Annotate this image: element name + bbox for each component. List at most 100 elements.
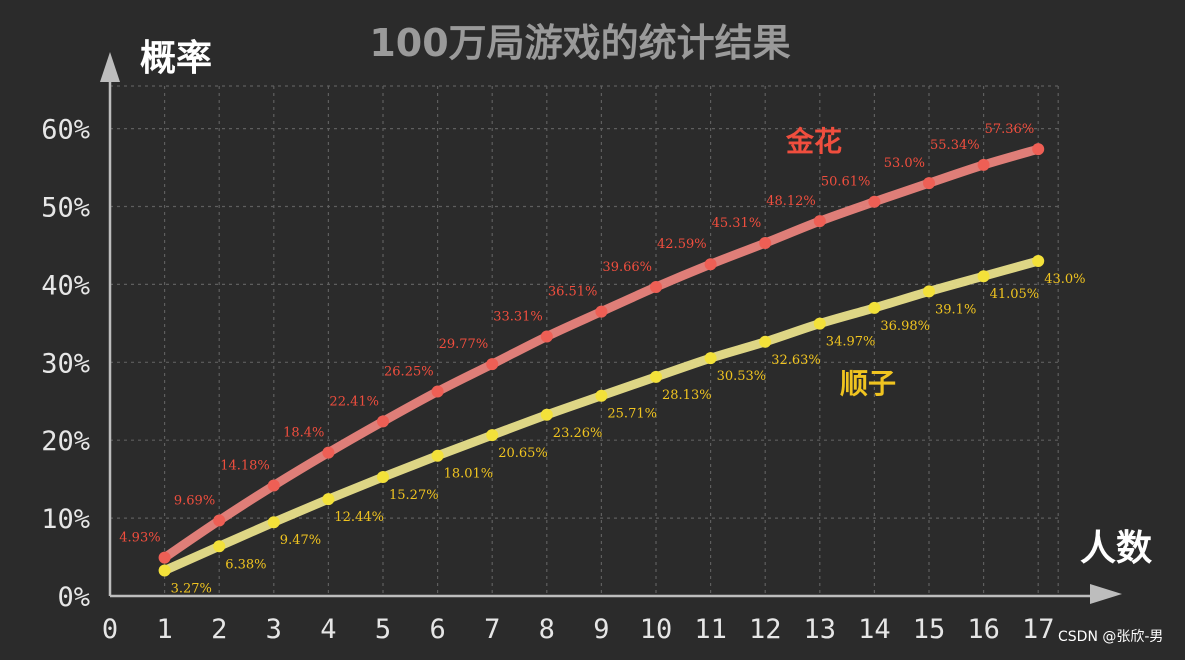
data-point-jinhua — [540, 330, 553, 343]
data-label-shunzi: 6.38% — [225, 557, 266, 572]
y-tick-label: 30% — [41, 348, 90, 379]
y-axis-title: 概率 — [140, 38, 212, 79]
data-label-jinhua: 39.66% — [602, 260, 652, 275]
data-label-shunzi: 36.98% — [880, 319, 930, 334]
x-axis-arrow — [1090, 584, 1122, 604]
data-point-shunzi — [923, 285, 935, 298]
data-point-shunzi — [486, 429, 499, 442]
x-tick-label: 8 — [539, 614, 555, 645]
data-point-shunzi — [1032, 255, 1045, 268]
data-label-shunzi: 39.1% — [935, 302, 976, 317]
data-label-shunzi: 18.01% — [444, 467, 494, 482]
data-point-jinhua — [759, 237, 772, 250]
data-label-jinhua: 36.51% — [548, 285, 598, 300]
data-label-jinhua: 57.36% — [985, 122, 1035, 137]
data-label-shunzi: 23.26% — [553, 426, 603, 441]
x-tick-label: 16 — [967, 614, 1000, 645]
x-tick-label: 10 — [640, 614, 673, 645]
data-label-jinhua: 4.93% — [119, 531, 160, 546]
data-label-jinhua: 42.59% — [657, 237, 707, 252]
data-point-jinhua — [1032, 143, 1045, 156]
data-point-jinhua — [704, 258, 717, 271]
y-tick-label: 60% — [41, 115, 90, 146]
data-point-jinhua — [377, 415, 389, 428]
data-point-shunzi — [213, 540, 226, 553]
data-point-shunzi — [759, 335, 772, 348]
y-tick-label: 50% — [41, 193, 90, 224]
data-label-jinhua: 22.41% — [329, 394, 379, 409]
data-label-jinhua: 26.25% — [384, 365, 434, 380]
data-point-shunzi — [322, 493, 335, 506]
x-tick-label: 4 — [320, 614, 336, 645]
data-point-shunzi — [540, 408, 553, 421]
x-axis-title: 人数 — [1080, 528, 1152, 569]
data-label-jinhua: 55.34% — [930, 138, 980, 153]
y-tick-label: 20% — [41, 426, 90, 457]
data-label-shunzi: 30.53% — [717, 369, 767, 384]
data-point-jinhua — [213, 514, 226, 527]
data-label-jinhua: 29.77% — [439, 337, 489, 352]
data-label-shunzi: 3.27% — [171, 582, 212, 597]
data-label-shunzi: 15.27% — [389, 488, 439, 503]
data-point-jinhua — [158, 551, 171, 564]
x-tick-label: 14 — [858, 614, 891, 645]
x-tick-label: 2 — [211, 614, 227, 645]
watermark: CSDN @张欣-男 — [1058, 629, 1163, 645]
x-tick-label: 5 — [375, 614, 391, 645]
chart-title: 100万局游戏的统计结果 — [369, 21, 790, 65]
axes — [100, 52, 1122, 604]
data-point-shunzi — [267, 516, 280, 529]
data-label-shunzi: 34.97% — [826, 335, 876, 350]
data-point-jinhua — [595, 305, 608, 318]
data-label-jinhua: 14.18% — [220, 459, 270, 474]
data-label-shunzi: 20.65% — [498, 446, 548, 461]
y-tick-label: 0% — [57, 582, 90, 613]
data-point-shunzi — [650, 370, 662, 383]
data-point-jinhua — [650, 281, 662, 294]
data-label-jinhua: 33.31% — [493, 310, 543, 325]
data-label-shunzi: 25.71% — [607, 407, 657, 422]
data-point-jinhua — [267, 479, 280, 492]
data-label-jinhua: 50.61% — [821, 175, 871, 190]
data-point-jinhua — [813, 215, 826, 228]
x-tick-label: 0 — [102, 614, 118, 645]
data-label-jinhua: 45.31% — [712, 216, 762, 231]
data-point-jinhua — [322, 446, 335, 459]
data-point-jinhua — [923, 177, 935, 190]
x-tick-label: 9 — [593, 614, 609, 645]
data-label-shunzi: 28.13% — [662, 388, 712, 403]
x-tick-label: 3 — [266, 614, 282, 645]
tick-labels: 0%10%20%30%40%50%60%0 1 2 3 4 5 6 7 8 9 10 11 12 13 14… — [41, 115, 1054, 645]
x-tick-label: 1 — [156, 614, 172, 645]
data-label-shunzi: 9.47% — [280, 533, 321, 548]
series-label-shunzi: 顺子 — [840, 367, 896, 400]
y-tick-label: 10% — [41, 504, 90, 535]
series — [158, 143, 1045, 577]
data-label-shunzi: 32.63% — [771, 353, 821, 368]
x-tick-label: 12 — [749, 614, 782, 645]
data-label-shunzi: 41.05% — [990, 287, 1040, 302]
data-labels: 4.93% 9.69% 14.18% 18.4% 22.41% 26.25% 29.77% 3… — [119, 122, 1085, 596]
data-point-jinhua — [486, 358, 499, 371]
data-point-shunzi — [158, 564, 171, 577]
data-label-jinhua: 9.69% — [174, 494, 215, 509]
x-tick-label: 6 — [429, 614, 445, 645]
x-tick-label: 17 — [1022, 614, 1055, 645]
data-point-shunzi — [377, 471, 389, 484]
x-tick-label: 11 — [694, 614, 727, 645]
data-label-shunzi: 12.44% — [334, 510, 384, 525]
data-point-shunzi — [813, 317, 826, 330]
data-point-shunzi — [704, 352, 717, 365]
x-tick-label: 15 — [913, 614, 946, 645]
data-label-jinhua: 18.4% — [283, 426, 324, 441]
x-tick-label: 7 — [484, 614, 500, 645]
data-point-shunzi — [431, 449, 444, 462]
data-label-shunzi: 43.0% — [1044, 272, 1085, 287]
y-tick-label: 40% — [41, 270, 90, 301]
data-point-jinhua — [977, 158, 990, 171]
data-point-shunzi — [977, 270, 990, 283]
data-point-shunzi — [868, 301, 881, 314]
series-label-jinhua: 金花 — [785, 125, 842, 158]
